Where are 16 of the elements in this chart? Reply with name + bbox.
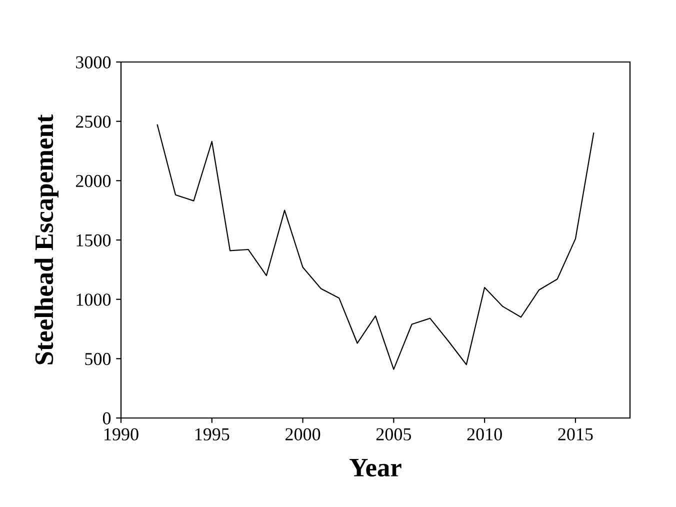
x-tick-label: 1995 (195, 428, 230, 440)
x-tick-label: 1990 (104, 428, 138, 440)
line-series (156, 124, 594, 370)
x-tick-label: 2005 (376, 428, 412, 440)
y-tick-label: 1000 (76, 294, 111, 306)
y-tick-label: 2000 (76, 174, 111, 188)
y-tick-label: 1500 (76, 234, 111, 246)
x-tick-label: 2010 (467, 428, 502, 440)
x-axis-title: Year (350, 459, 402, 477)
y-tick-label: 2500 (76, 116, 111, 128)
y-axis-title: Steelhead Escapement (34, 114, 58, 364)
x-tick-label: 2000 (286, 428, 320, 440)
y-tick-label: 3000 (76, 56, 111, 68)
y-tick-label: 500 (85, 352, 111, 366)
y-tick-label: 0 (102, 412, 111, 424)
x-tick-label: 2015 (558, 428, 593, 440)
